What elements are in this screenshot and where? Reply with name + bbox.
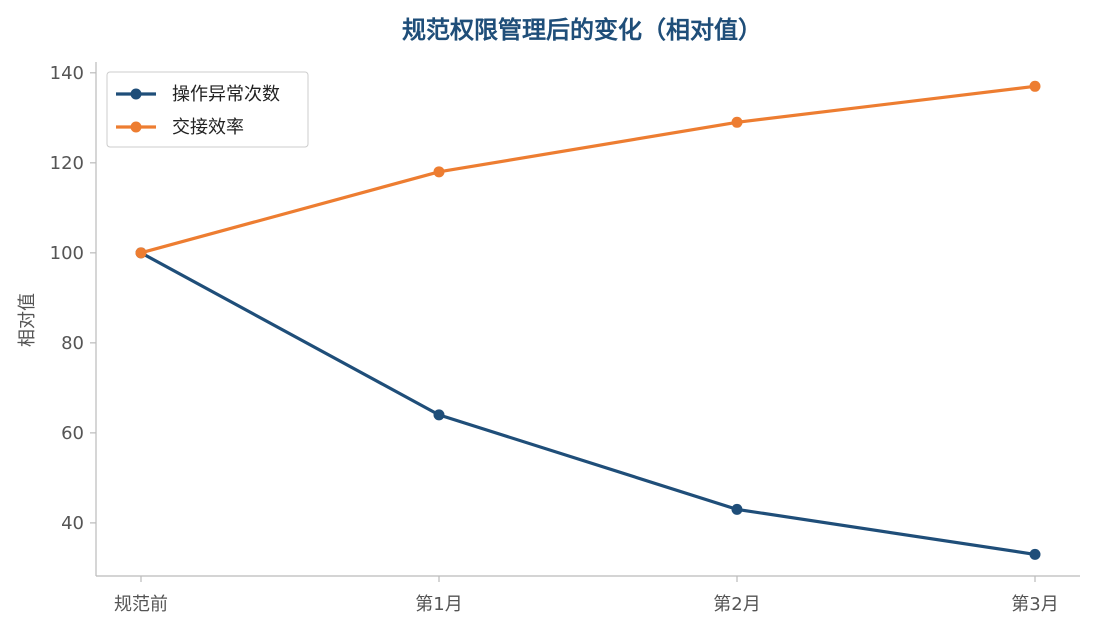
y-axis-label: 相对值 (17, 293, 38, 347)
data-point (433, 166, 445, 178)
legend-swatch-marker (130, 88, 142, 100)
y-tick-label: 40 (61, 513, 84, 534)
series-line-2 (140, 84, 1036, 255)
y-tick-label: 80 (61, 333, 84, 354)
legend-label: 操作异常次数 (172, 84, 280, 105)
legend-box (106, 71, 309, 148)
series-group (135, 80, 1041, 560)
data-point (731, 503, 743, 515)
x-tick-label: 第3月 (1011, 594, 1058, 615)
y-ticks: 40 60 80 100 120 140 (50, 63, 96, 534)
data-point (433, 409, 445, 421)
data-point (731, 116, 743, 128)
legend-label: 交接效率 (172, 117, 244, 138)
y-tick-label: 100 (50, 243, 84, 264)
chart-title: 规范权限管理后的变化（相对值） (402, 16, 762, 44)
data-point (135, 247, 147, 259)
legend-swatch-marker (130, 121, 142, 133)
axes (95, 62, 1080, 577)
series-line-1 (140, 251, 1036, 556)
x-tick-label: 第2月 (713, 594, 760, 615)
y-tick-label: 60 (61, 423, 84, 444)
x-tick-label: 规范前 (114, 594, 168, 615)
data-point (1029, 548, 1041, 560)
x-ticks: 规范前 第1月 第2月 第3月 (114, 576, 1059, 615)
y-tick-label: 140 (50, 63, 84, 84)
data-point (1029, 80, 1041, 92)
x-tick-label: 第1月 (415, 594, 462, 615)
y-tick-label: 120 (50, 153, 84, 174)
